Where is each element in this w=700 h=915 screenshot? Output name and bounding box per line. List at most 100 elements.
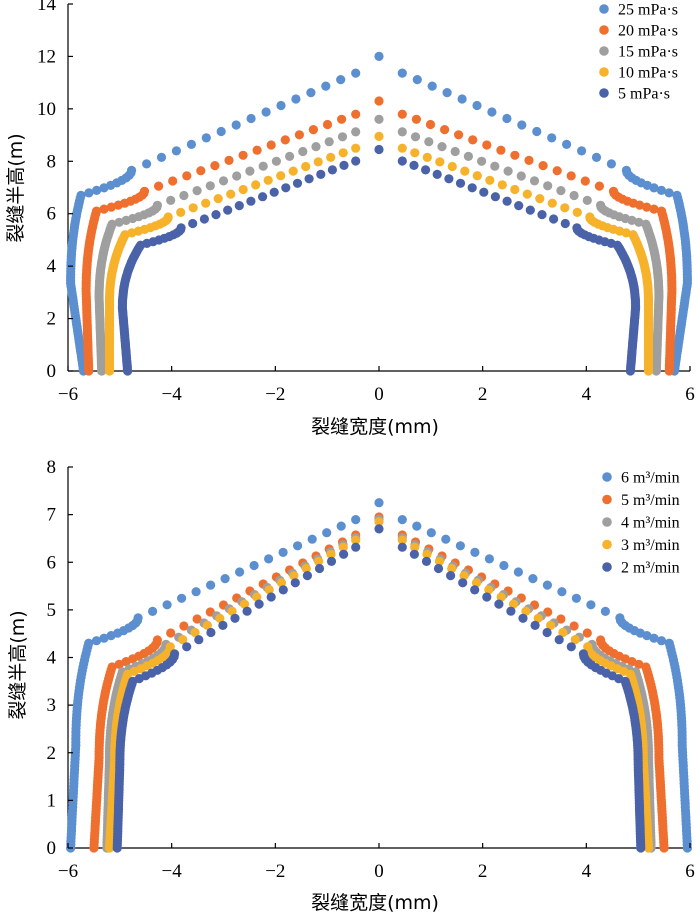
viscosity-data-point bbox=[216, 126, 226, 137]
flowrate-data-point bbox=[596, 635, 606, 645]
viscosity-x-tick-label: 6 bbox=[685, 384, 695, 405]
viscosity-data-point bbox=[292, 178, 303, 188]
flowrate-data-point bbox=[641, 662, 651, 672]
flowrate-data-point bbox=[470, 547, 480, 558]
flowrate-data-point bbox=[569, 621, 579, 631]
viscosity-data-point bbox=[582, 195, 592, 205]
flowrate-data-point bbox=[649, 633, 659, 643]
flowrate-data-point bbox=[499, 560, 509, 571]
flowrate-data-point bbox=[397, 542, 407, 552]
viscosity-data-point bbox=[205, 181, 215, 191]
viscosity-data-point bbox=[397, 68, 407, 78]
viscosity-data-point bbox=[672, 190, 682, 200]
viscosity-data-point bbox=[502, 196, 512, 206]
flowrate-data-points bbox=[66, 498, 693, 853]
viscosity-x-tick-label: 2 bbox=[478, 384, 488, 405]
flowrate-data-point bbox=[542, 580, 553, 590]
viscosity-data-point bbox=[374, 144, 384, 155]
viscosity-legend-marker bbox=[599, 46, 609, 56]
flowrate-data-point bbox=[336, 521, 346, 531]
viscosity-data-point bbox=[444, 174, 454, 184]
flowrate-data-point bbox=[239, 599, 250, 609]
flowrate-x-tick-label: −2 bbox=[265, 861, 285, 882]
flowrate-legend-marker bbox=[602, 494, 612, 505]
flowrate-x-tick-label: −6 bbox=[58, 861, 78, 882]
viscosity-data-point bbox=[502, 113, 512, 124]
viscosity-data-point bbox=[213, 194, 223, 204]
viscosity-data-point bbox=[179, 190, 189, 201]
flowrate-data-point bbox=[571, 593, 582, 603]
flowrate-data-point bbox=[578, 649, 589, 659]
flowrate-data-point bbox=[426, 528, 436, 538]
viscosity-data-point bbox=[224, 155, 234, 165]
viscosity-data-point bbox=[566, 171, 576, 181]
viscosity-data-point bbox=[182, 171, 192, 181]
flowrate-y-tick-label: 7 bbox=[47, 505, 57, 526]
viscosity-data-point bbox=[252, 145, 262, 155]
viscosity-data-point bbox=[432, 169, 442, 179]
flowrate-data-point bbox=[148, 606, 158, 617]
flowrate-data-point bbox=[546, 620, 556, 631]
flowrate-data-point bbox=[182, 642, 192, 652]
flowrate-data-point bbox=[554, 635, 564, 645]
viscosity-y-tick-label: 10 bbox=[37, 99, 56, 120]
viscosity-data-point bbox=[580, 176, 590, 186]
viscosity-data-point bbox=[516, 171, 526, 181]
viscosity-data-point bbox=[467, 183, 477, 193]
flowrate-legend-marker bbox=[602, 472, 612, 482]
flowrate-x-tick-label: 6 bbox=[685, 861, 695, 882]
viscosity-data-point bbox=[410, 132, 421, 142]
flowrate-data-point bbox=[600, 606, 611, 617]
viscosity-data-point bbox=[472, 171, 482, 181]
viscosity-data-point bbox=[107, 219, 117, 229]
viscosity-data-point bbox=[308, 125, 318, 135]
flowrate-legend: 6 m³/min 5 m³/min 4 m³/min 3 m³/min 2 m³/min bbox=[602, 470, 680, 577]
viscosity-data-point bbox=[338, 148, 348, 158]
viscosity-data-point bbox=[258, 161, 268, 171]
flowrate-data-point bbox=[215, 613, 225, 623]
viscosity-y-tick-label: 0 bbox=[47, 361, 57, 382]
viscosity-data-point bbox=[455, 178, 466, 188]
flowrate-data-point bbox=[178, 635, 188, 645]
flowrate-chart: −6 −4 −2 0 2 4 6 0 1 2 3 4 5 6 7 8 裂缝宽度(mm) 裂缝半高(m) 6 m… bbox=[7, 457, 695, 914]
viscosity-data-point bbox=[176, 207, 186, 217]
flowrate-data-point bbox=[494, 599, 504, 609]
flowrate-series-3 bbox=[104, 517, 654, 853]
flowrate-data-point bbox=[326, 549, 336, 559]
viscosity-data-point bbox=[529, 176, 540, 186]
viscosity-data-point bbox=[479, 187, 489, 197]
viscosity-y-axis-title: 裂缝半高(m) bbox=[5, 133, 27, 242]
flowrate-data-point bbox=[447, 563, 457, 574]
viscosity-data-point bbox=[246, 113, 256, 124]
flowrate-data-point bbox=[458, 578, 468, 588]
flowrate-series-4 bbox=[112, 524, 646, 853]
viscosity-data-point bbox=[572, 207, 582, 217]
flowrate-data-point bbox=[162, 600, 172, 610]
flowrate-data-point bbox=[557, 587, 567, 597]
viscosity-data-point bbox=[188, 218, 198, 229]
viscosity-data-point bbox=[422, 152, 432, 162]
flowrate-data-point bbox=[446, 571, 456, 581]
viscosity-data-point bbox=[163, 212, 173, 222]
viscosity-data-point bbox=[321, 81, 331, 91]
viscosity-data-point bbox=[503, 166, 513, 176]
flowrate-data-point bbox=[506, 606, 516, 616]
flowrate-data-point bbox=[91, 636, 102, 646]
flowrate-data-point bbox=[582, 628, 592, 638]
viscosity-data-point bbox=[127, 165, 137, 175]
flowrate-data-point bbox=[615, 613, 625, 623]
flowrate-y-tick-label: 1 bbox=[47, 790, 57, 811]
viscosity-data-point bbox=[374, 51, 384, 62]
viscosity-data-point bbox=[450, 146, 460, 157]
flowrate-data-point bbox=[484, 585, 494, 595]
viscosity-data-point bbox=[442, 88, 452, 98]
viscosity-series-4 bbox=[117, 144, 641, 376]
flowrate-data-point bbox=[264, 554, 274, 564]
viscosity-data-point bbox=[437, 142, 447, 152]
flowrate-data-point bbox=[220, 574, 230, 584]
flowrate-data-point bbox=[278, 585, 288, 595]
flowrate-legend-marker bbox=[602, 539, 612, 550]
viscosity-data-point bbox=[549, 214, 559, 224]
viscosity-data-point bbox=[201, 133, 211, 143]
viscosity-data-point bbox=[210, 161, 220, 171]
